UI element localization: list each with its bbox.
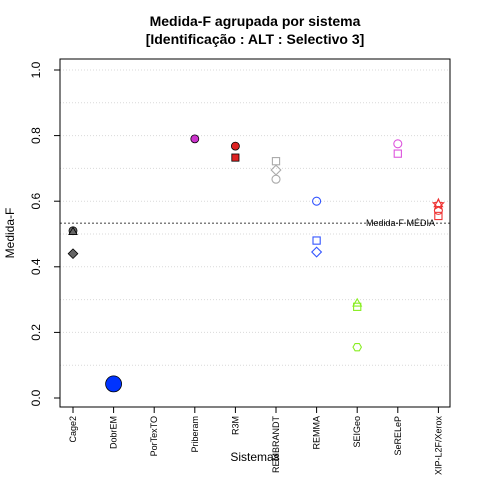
data-point-square <box>231 153 240 162</box>
data-point-circle <box>312 196 322 206</box>
data-point-circle <box>190 134 200 144</box>
data-points <box>67 134 445 393</box>
data-point-circle <box>433 205 443 215</box>
gridlines <box>60 69 450 366</box>
data-point-triangle <box>352 297 363 307</box>
x-axis: Cage2 DobrEM PorTexTO Priberam R3M REMBRANDT R… <box>68 407 443 475</box>
y-tick-label: 0.4 <box>29 258 43 275</box>
data-point-circle <box>393 139 403 149</box>
x-tick-label: SEIGeo <box>352 416 362 448</box>
y-tick-label: 0.8 <box>29 127 43 144</box>
data-point-diamond <box>67 248 79 260</box>
x-tick-label: SeRELeP <box>393 416 403 456</box>
data-point-star <box>431 197 445 211</box>
chart-title-line-2: [Identificação : ALT : Selectivo 3] <box>146 31 365 47</box>
x-tick-label: XIP-L2F/Xerox <box>433 416 443 476</box>
x-tick-label: DobrEM <box>109 416 119 449</box>
plot-frame <box>59 58 451 408</box>
y-tick-label: 0.6 <box>29 193 43 210</box>
data-point-diamond <box>311 246 323 258</box>
data-point-square <box>393 149 402 158</box>
data-point-square <box>353 302 362 311</box>
data-point-square <box>434 211 443 221</box>
data-point-circle <box>230 141 240 151</box>
data-point-triangle <box>68 226 78 235</box>
x-tick-label: REMMA <box>312 416 322 450</box>
y-tick-label: 0.2 <box>29 324 43 341</box>
x-tick-label: R3M <box>230 416 240 435</box>
x-tick-label: Priberam <box>190 416 200 453</box>
x-tick-label: REMBRANDT <box>271 416 281 474</box>
reference-line-label: Medida-F MÉDIA <box>366 218 435 228</box>
chart-title-line-1: Medida-F agrupada por sistema <box>150 13 361 29</box>
y-axis: 0.0 0.2 0.4 0.6 0.8 1.0 <box>29 61 60 406</box>
data-point-circle <box>105 375 122 393</box>
y-tick-label: 0.0 <box>29 389 43 406</box>
y-axis-label: Medida-F <box>3 208 17 259</box>
reference-line-group: Medida-F MÉDIA <box>60 218 450 228</box>
data-point-circle <box>271 174 281 184</box>
x-tick-label: PorTexTO <box>149 416 159 456</box>
data-point-diamond <box>270 164 282 176</box>
y-tick-label: 1.0 <box>29 61 43 78</box>
data-point-square <box>271 157 281 166</box>
data-point-hexagon <box>352 342 363 352</box>
x-tick-label: Cage2 <box>68 416 78 443</box>
x-axis-label: Sistemas <box>230 450 279 464</box>
data-point-square <box>312 236 321 245</box>
